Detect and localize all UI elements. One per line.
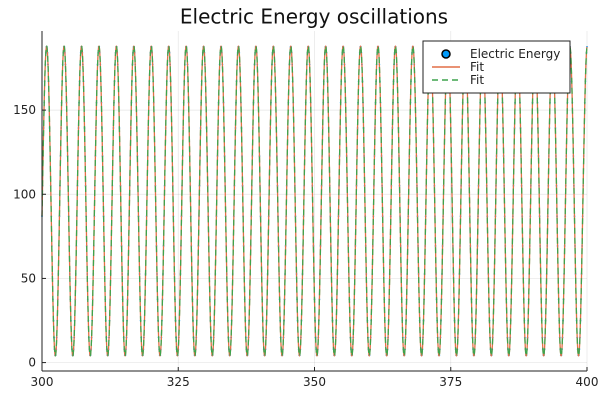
grid-lines <box>41 31 588 371</box>
y-tick-label-1: 50 <box>21 271 36 285</box>
legend: Electric Energy Fit Fit <box>422 40 571 94</box>
y-tick-label-3: 150 <box>13 103 36 117</box>
x-tick-label-2: 350 <box>303 375 326 389</box>
y-tick-label-2: 100 <box>13 187 36 201</box>
legend-label-fit-solid: Fit <box>470 60 484 74</box>
chart-title: Electric Energy oscillations <box>180 5 448 29</box>
x-tick-label-1: 325 <box>167 375 190 389</box>
x-tick-label-3: 375 <box>439 375 462 389</box>
x-tick-label-4: 400 <box>576 375 599 389</box>
legend-marker-electric-energy <box>441 49 451 59</box>
legend-label-electric-energy: Electric Energy <box>470 47 560 61</box>
plot-series <box>41 45 588 357</box>
y-tick-label-0: 0 <box>28 356 36 370</box>
legend-label-fit-dashed: Fit <box>470 73 484 87</box>
x-tick-label-0: 300 <box>31 375 54 389</box>
